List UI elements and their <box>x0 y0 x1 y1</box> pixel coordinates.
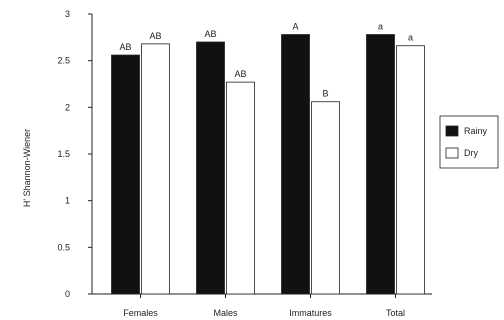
y-tick-label: 1.5 <box>57 149 70 159</box>
x-tick-label: Males <box>213 308 238 318</box>
significance-label: AB <box>149 31 161 41</box>
legend-swatch-rainy <box>445 125 459 137</box>
significance-label: AB <box>204 29 216 39</box>
y-axis-label: H' Shannon-Wiener <box>22 129 32 207</box>
significance-label: a <box>408 33 413 43</box>
significance-label: AB <box>119 42 131 52</box>
significance-label: a <box>378 22 383 32</box>
bar-dry-females <box>141 43 170 295</box>
legend-swatch-dry <box>445 147 459 159</box>
x-tick-label: Total <box>386 308 405 318</box>
bar-dry-males <box>226 81 255 295</box>
bar-rainy-total <box>366 34 395 295</box>
significance-label: A <box>292 22 298 32</box>
x-tick-label: Females <box>123 308 158 318</box>
y-axis: 0 0.5 1 1.5 2 2.5 3 <box>57 9 93 299</box>
legend-label-rainy: Rainy <box>464 126 488 136</box>
bar-dry-total <box>396 45 425 295</box>
y-tick-label: 0 <box>65 289 70 299</box>
y-tick-label: 1 <box>65 196 70 206</box>
y-tick-label: 2.5 <box>57 56 70 66</box>
significance-label: B <box>322 89 328 99</box>
x-tick-label: Immatures <box>289 308 332 318</box>
legend: Rainy Dry <box>439 115 499 169</box>
y-tick-label: 0.5 <box>57 242 70 252</box>
bar-rainy-females <box>111 54 140 295</box>
bar-rainy-immatures <box>281 34 310 295</box>
bar-rainy-males <box>196 41 225 295</box>
y-tick-label: 2 <box>65 102 70 112</box>
bar-dry-immatures <box>311 101 340 295</box>
significance-label: AB <box>234 69 246 79</box>
y-tick-label: 3 <box>65 9 70 19</box>
legend-box <box>439 115 499 169</box>
legend-label-dry: Dry <box>464 148 478 158</box>
x-axis: Females Males Immatures Total <box>92 293 432 318</box>
